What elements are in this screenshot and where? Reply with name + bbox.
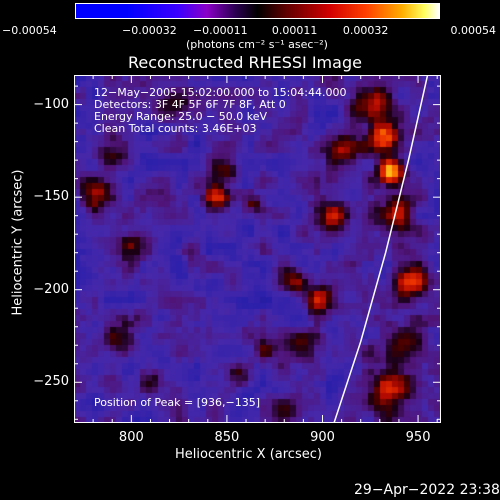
- colorbar-tick-label: 0.00032: [342, 24, 389, 37]
- plot-frame: [74, 75, 441, 423]
- x-tick-label: 900: [310, 430, 335, 445]
- x-tick-label: 950: [405, 430, 431, 445]
- colorbar-gradient: [76, 4, 439, 18]
- observation-time: 12−May−2005 15:02:00.000 to 15:04:44.000: [94, 86, 347, 99]
- clean-counts-info: Clean Total counts: 3.46E+03: [94, 122, 257, 135]
- y-tick-label: −100: [33, 96, 69, 112]
- detectors-info: Detectors: 3F 4F 5F 6F 7F 8F, Att 0: [94, 98, 286, 111]
- colorbar-tick-label: 0.00011: [271, 24, 318, 37]
- colorbar-tick-label: −0.00032: [121, 24, 177, 37]
- x-axis-label: Heliocentric X (arcsec): [175, 447, 322, 462]
- x-tick-label: 850: [214, 430, 240, 445]
- colorbar-tick-label: −0.00054: [2, 24, 57, 37]
- plot-overlay: [74, 75, 441, 423]
- energy-range-info: Energy Range: 25.0 − 50.0 keV: [94, 110, 268, 123]
- colorbar-units: (photons cm⁻² s⁻¹ asec⁻²): [186, 38, 328, 51]
- chart-title: Reconstructed RHESSI Image: [128, 53, 362, 72]
- y-tick-label: −250: [33, 374, 69, 390]
- colorbar: [75, 3, 440, 19]
- x-tick-label: 800: [118, 430, 144, 445]
- heatmap-image: [74, 75, 441, 423]
- colorbar-tick-label: 0.00054: [450, 24, 497, 37]
- solar-limb-line: [333, 75, 429, 423]
- colorbar-tick-label: −0.00011: [192, 24, 248, 37]
- tick-marks: [74, 75, 441, 423]
- peak-position-label: Position of Peak = [936,−135]: [94, 396, 261, 409]
- render-timestamp: 29−Apr−2022 23:38: [354, 482, 500, 498]
- y-axis-label: Heliocentric Y (arcsec): [10, 169, 26, 316]
- y-tick-label: −150: [33, 189, 69, 205]
- y-tick-label: −200: [33, 281, 69, 297]
- plot-area: 12−May−2005 15:02:00.000 to 15:04:44.000…: [74, 75, 441, 423]
